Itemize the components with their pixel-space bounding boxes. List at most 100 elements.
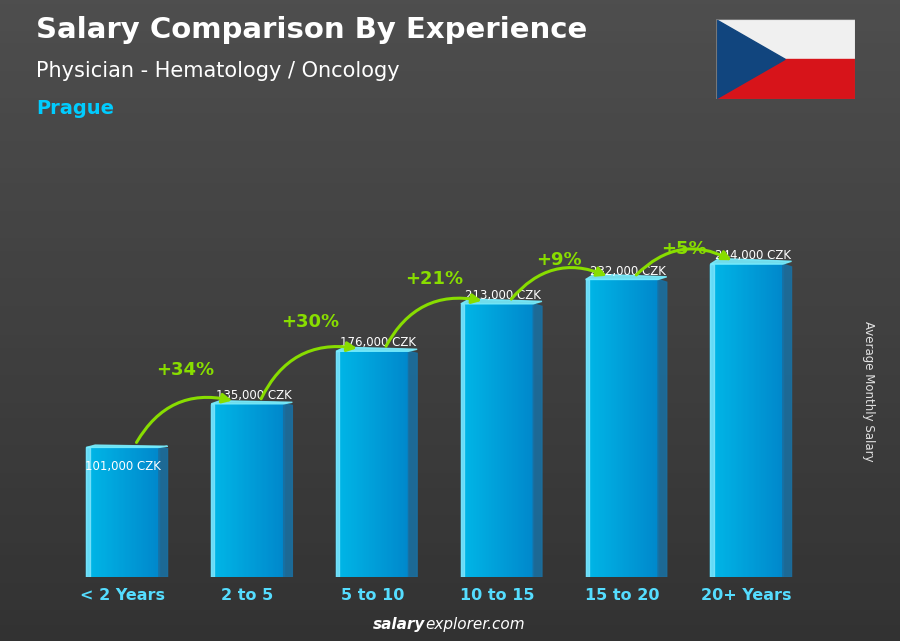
Bar <box>749 264 751 577</box>
Bar <box>102 447 104 577</box>
Bar <box>341 351 342 577</box>
Bar <box>508 304 509 577</box>
Bar <box>491 304 492 577</box>
Bar <box>527 304 528 577</box>
Text: 135,000 CZK: 135,000 CZK <box>216 389 292 402</box>
Bar <box>237 404 238 577</box>
Bar <box>647 279 648 577</box>
Bar <box>716 60 855 99</box>
Bar <box>628 279 629 577</box>
Bar <box>763 264 765 577</box>
Bar <box>236 404 237 577</box>
Bar <box>91 447 93 577</box>
Bar <box>713 264 714 577</box>
Bar <box>488 304 489 577</box>
Bar <box>639 279 640 577</box>
Bar <box>342 351 343 577</box>
Bar <box>780 264 781 577</box>
Bar <box>611 279 612 577</box>
Bar <box>383 351 384 577</box>
Bar <box>217 404 219 577</box>
Bar <box>724 264 726 577</box>
Polygon shape <box>533 304 542 577</box>
Text: +5%: +5% <box>662 240 707 258</box>
Bar <box>151 447 153 577</box>
Polygon shape <box>284 404 292 577</box>
Bar <box>228 404 230 577</box>
Bar <box>128 447 129 577</box>
Bar <box>632 279 633 577</box>
Bar <box>720 264 721 577</box>
Bar <box>371 351 373 577</box>
Bar <box>500 304 502 577</box>
Bar <box>518 304 520 577</box>
Bar <box>380 351 381 577</box>
Polygon shape <box>658 279 667 577</box>
Bar <box>275 404 276 577</box>
Bar <box>492 304 493 577</box>
Bar <box>654 279 655 577</box>
Bar <box>710 264 712 577</box>
Bar <box>490 304 491 577</box>
Bar <box>245 404 247 577</box>
Bar <box>614 279 615 577</box>
Bar <box>268 404 269 577</box>
Bar <box>143 447 144 577</box>
Bar <box>514 304 515 577</box>
Bar <box>504 304 506 577</box>
Bar <box>363 351 364 577</box>
Bar <box>621 279 622 577</box>
Bar <box>759 264 760 577</box>
Bar <box>352 351 353 577</box>
Bar <box>468 304 469 577</box>
Bar <box>476 304 478 577</box>
Bar <box>133 447 135 577</box>
Bar <box>281 404 283 577</box>
Bar <box>619 279 621 577</box>
Bar <box>370 351 371 577</box>
Bar <box>528 304 529 577</box>
Bar <box>635 279 636 577</box>
Bar <box>146 447 147 577</box>
Bar <box>216 404 217 577</box>
Bar <box>521 304 522 577</box>
Bar <box>394 351 395 577</box>
Bar <box>751 264 752 577</box>
Bar <box>604 279 605 577</box>
Text: +21%: +21% <box>406 271 464 288</box>
Bar <box>717 264 719 577</box>
Bar <box>384 351 385 577</box>
Bar <box>147 447 148 577</box>
Bar <box>520 304 521 577</box>
Bar <box>119 447 121 577</box>
Bar <box>359 351 360 577</box>
Bar <box>398 351 399 577</box>
Bar <box>755 264 756 577</box>
Bar <box>779 264 780 577</box>
Bar <box>244 404 245 577</box>
Bar <box>381 351 382 577</box>
Bar <box>350 351 352 577</box>
Bar <box>601 279 602 577</box>
Bar <box>626 279 628 577</box>
Bar <box>726 264 727 577</box>
Bar <box>495 304 496 577</box>
Bar <box>254 404 255 577</box>
Bar <box>737 264 738 577</box>
Bar <box>587 279 588 577</box>
Bar <box>497 304 499 577</box>
Bar <box>115 447 117 577</box>
Bar <box>507 304 508 577</box>
Bar <box>279 404 280 577</box>
Bar <box>651 279 652 577</box>
Polygon shape <box>212 401 292 404</box>
Bar <box>475 304 476 577</box>
Bar <box>770 264 772 577</box>
Bar <box>367 351 369 577</box>
Bar <box>126 447 128 577</box>
Bar <box>96 447 97 577</box>
Bar <box>743 264 744 577</box>
Bar <box>496 304 497 577</box>
Bar <box>113 447 114 577</box>
Bar <box>762 264 763 577</box>
